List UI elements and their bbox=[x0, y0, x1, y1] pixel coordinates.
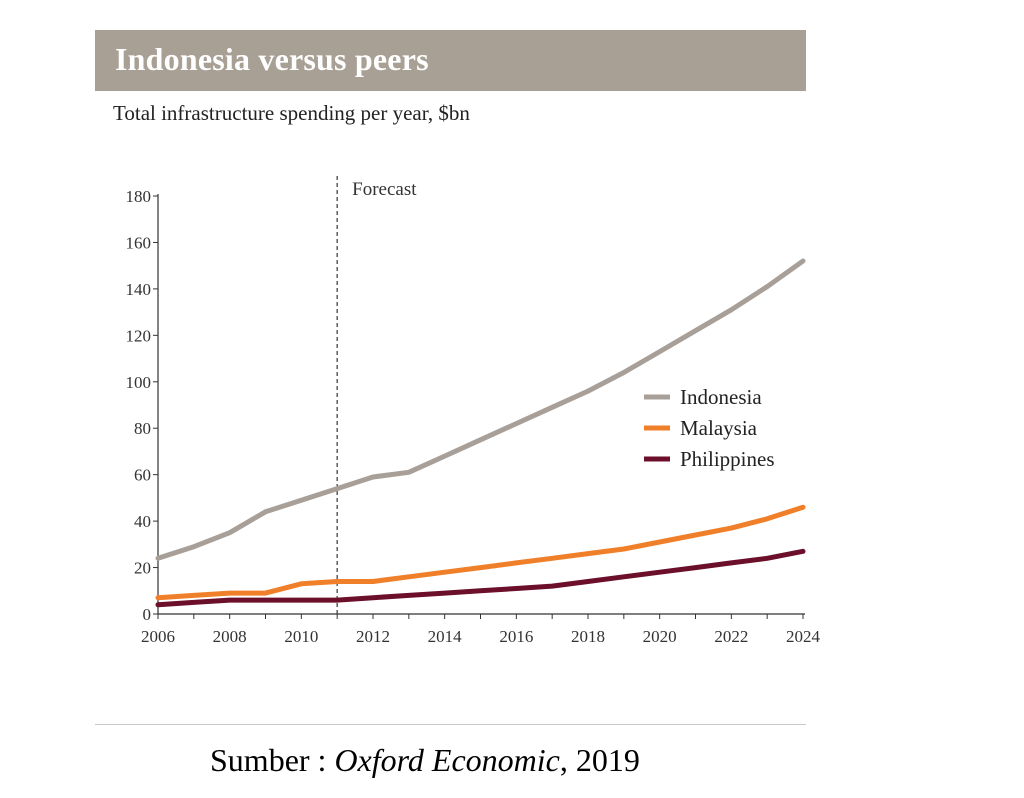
forecast-label: Forecast bbox=[352, 179, 417, 200]
y-tick-label: 20 bbox=[134, 559, 151, 578]
y-tick-label: 80 bbox=[134, 419, 151, 438]
x-tick-label: 2020 bbox=[643, 627, 677, 646]
x-tick-label: 2006 bbox=[141, 627, 175, 646]
y-tick-label: 140 bbox=[126, 280, 152, 299]
chart-title-bar: Indonesia versus peers bbox=[95, 30, 806, 91]
x-tick-label: 2016 bbox=[499, 627, 533, 646]
x-tick-label: 2018 bbox=[571, 627, 605, 646]
y-tick-label: 100 bbox=[126, 373, 152, 392]
source-note: Sumber : Oxford Economic, 2019 bbox=[210, 742, 640, 779]
divider bbox=[95, 724, 806, 725]
chart-title: Indonesia versus peers bbox=[115, 41, 429, 77]
x-tick-label: 2024 bbox=[786, 627, 821, 646]
x-tick-label: 2008 bbox=[213, 627, 247, 646]
y-tick-label: 160 bbox=[126, 233, 152, 252]
source-name: Oxford Economic bbox=[334, 742, 560, 778]
chart-subtitle: Total infrastructure spending per year, … bbox=[113, 101, 470, 125]
source-prefix: Sumber : bbox=[210, 742, 335, 778]
series-line-philippines bbox=[155, 548, 806, 608]
legend-label-philippines: Philippines bbox=[680, 447, 775, 471]
y-tick-label: 40 bbox=[134, 512, 151, 531]
y-tick-label: 120 bbox=[126, 326, 152, 345]
series-line-malaysia bbox=[155, 504, 806, 601]
y-tick-label: 0 bbox=[143, 605, 152, 624]
series-line-indonesia bbox=[155, 258, 806, 561]
y-tick-label: 60 bbox=[134, 466, 151, 485]
x-tick-label: 2022 bbox=[714, 627, 748, 646]
x-tick-label: 2014 bbox=[428, 627, 463, 646]
y-tick-label: 180 bbox=[126, 187, 152, 206]
legend-label-indonesia: Indonesia bbox=[680, 385, 762, 409]
x-tick-label: 2012 bbox=[356, 627, 390, 646]
x-tick-label: 2010 bbox=[284, 627, 318, 646]
source-suffix: , 2019 bbox=[559, 742, 640, 778]
legend-label-malaysia: Malaysia bbox=[680, 416, 758, 440]
